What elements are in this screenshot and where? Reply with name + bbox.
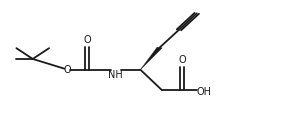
Text: OH: OH [196, 87, 211, 98]
Text: O: O [179, 55, 186, 65]
Polygon shape [140, 47, 162, 70]
Text: O: O [63, 65, 71, 75]
Text: O: O [83, 35, 91, 45]
Text: NH: NH [108, 70, 122, 80]
